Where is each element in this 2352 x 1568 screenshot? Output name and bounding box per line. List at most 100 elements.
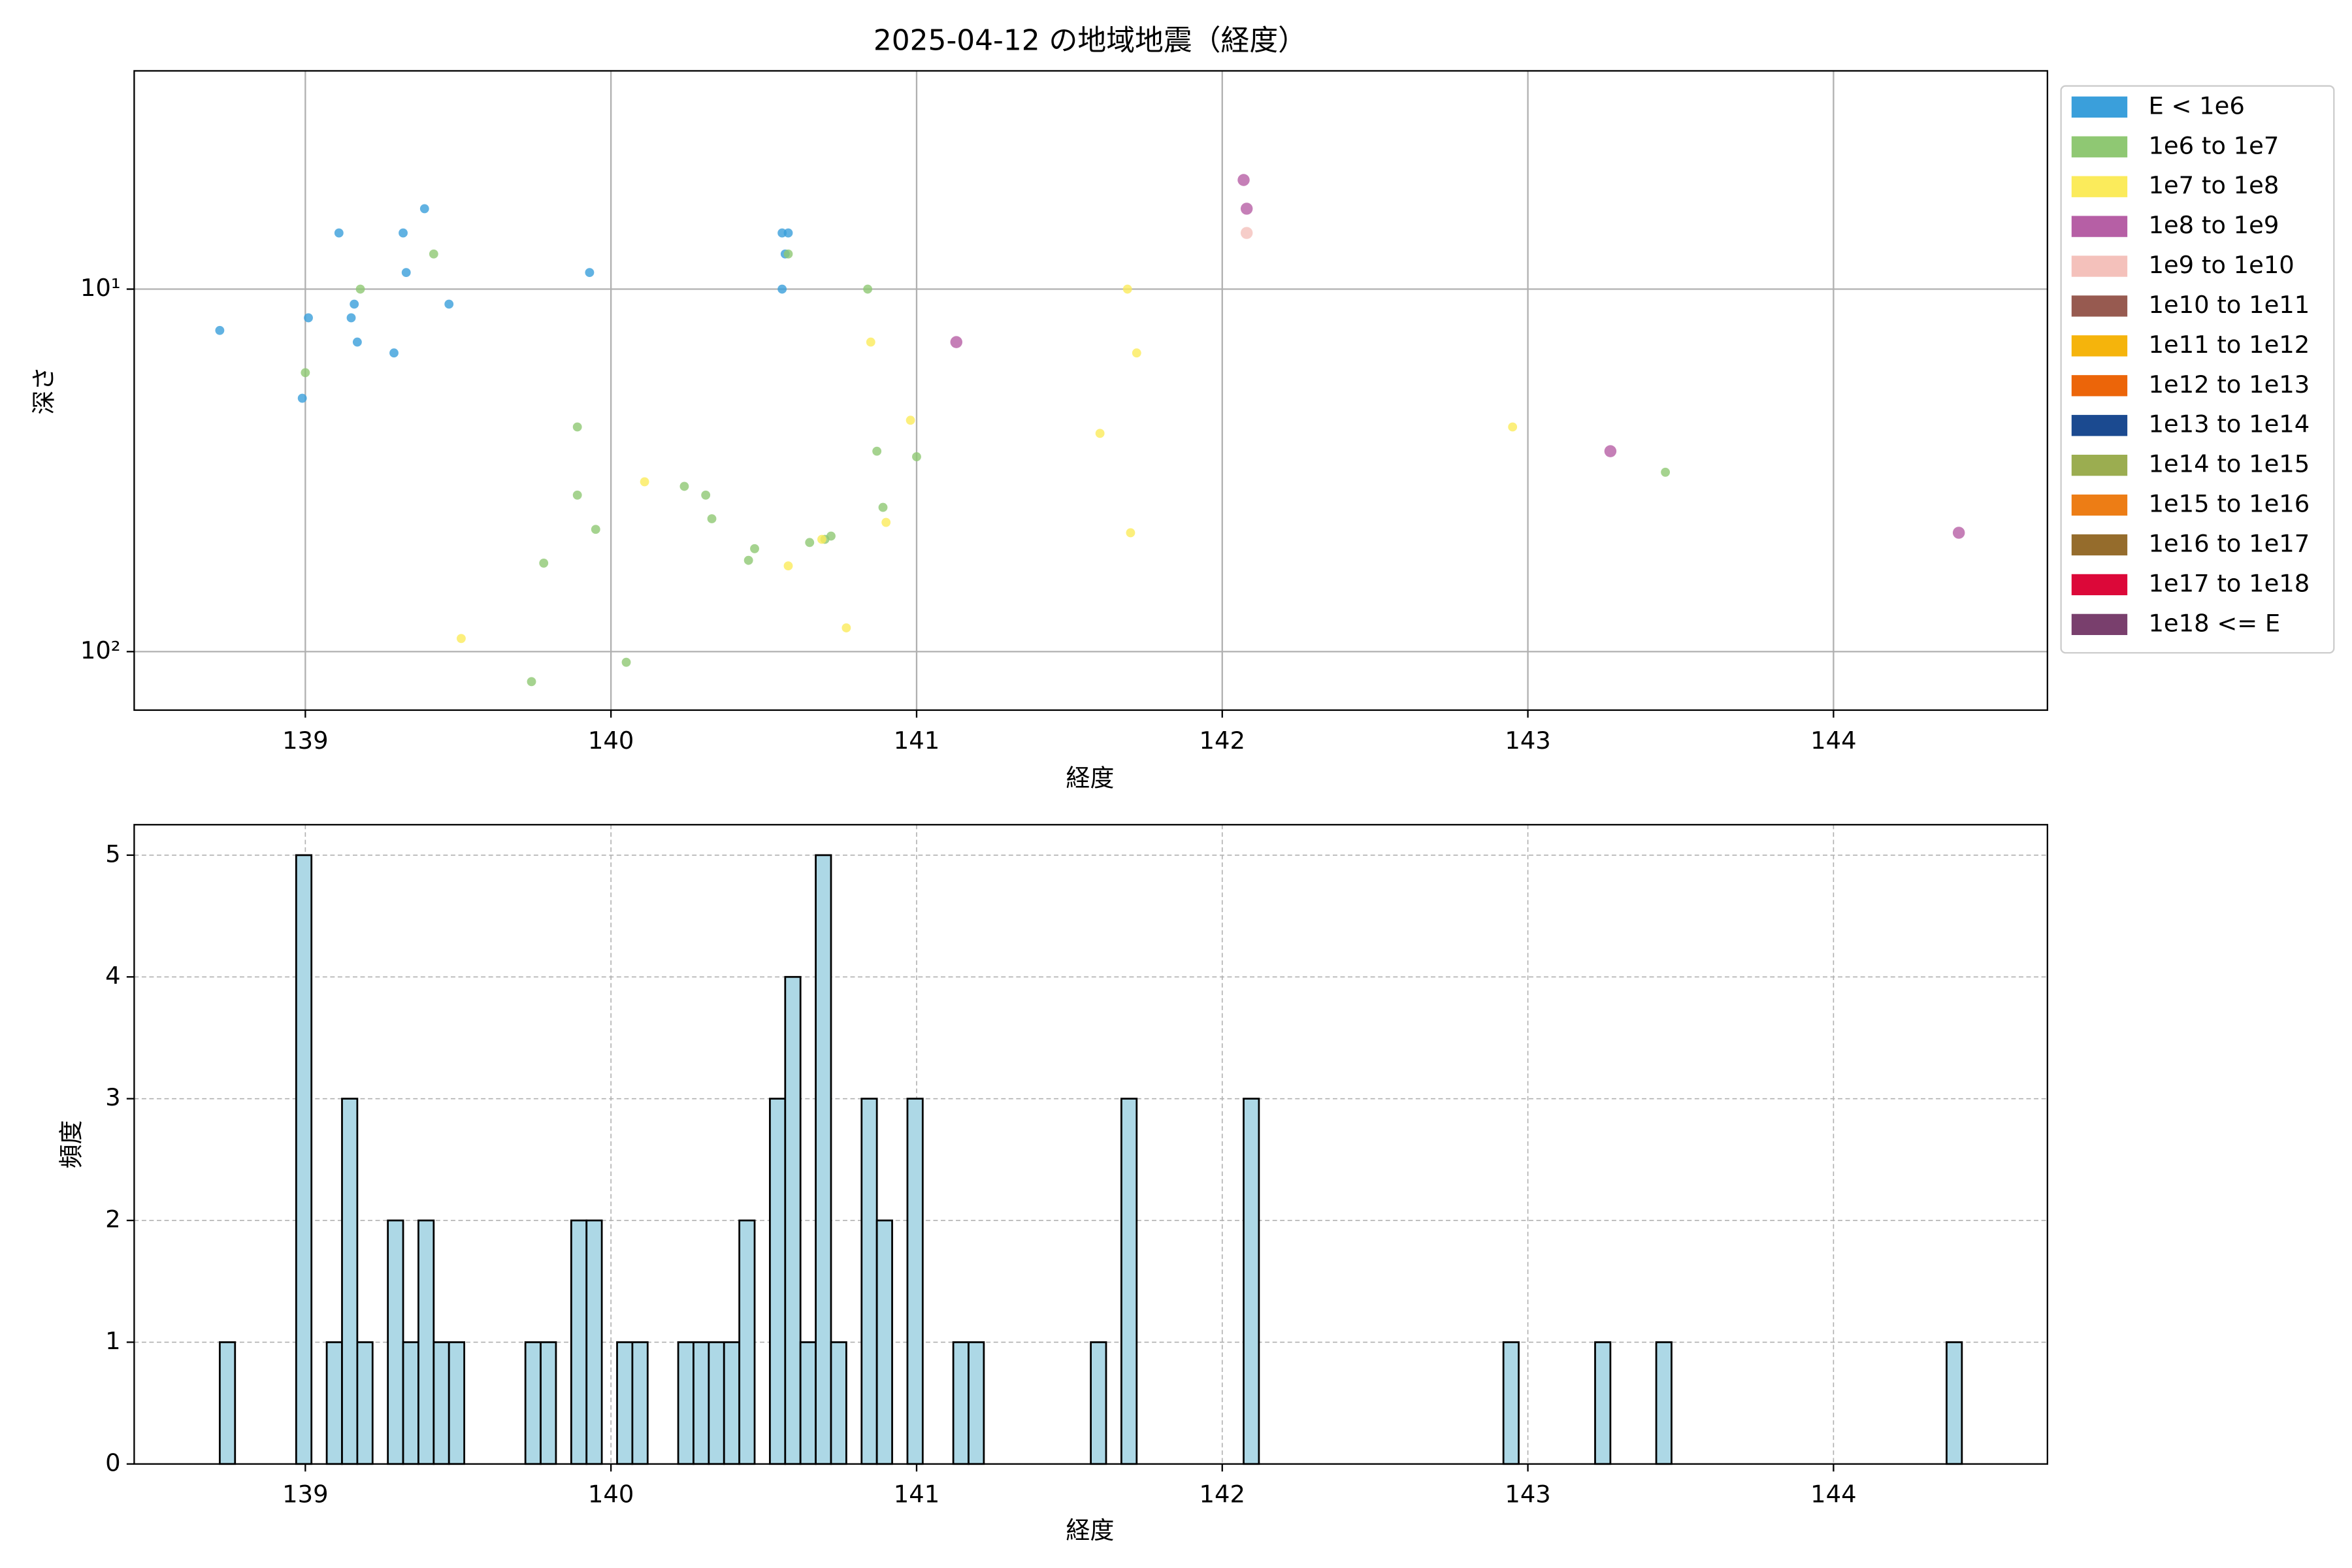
data-point	[783, 561, 793, 571]
histogram-bar	[738, 1219, 756, 1465]
data-point	[743, 555, 753, 565]
legend-swatch	[2071, 335, 2128, 357]
data-point	[777, 284, 787, 294]
data-point	[429, 249, 438, 259]
data-point	[585, 268, 595, 278]
histogram-bar	[387, 1219, 404, 1465]
data-point	[841, 623, 851, 632]
legend-label: 1e17 to 1e18	[2148, 569, 2310, 597]
x-tick-label: 140	[588, 1480, 634, 1509]
legend-swatch	[2071, 176, 2128, 197]
y-tick-label: 10¹	[80, 274, 121, 302]
histogram-bar	[968, 1341, 985, 1465]
histogram-bar	[1655, 1341, 1673, 1465]
x-tick-label: 139	[282, 727, 328, 755]
histogram-bar	[325, 1341, 343, 1465]
x-tick-label: 142	[1200, 1480, 1245, 1509]
histogram-bar	[433, 1341, 450, 1465]
scatter-plot: 139 140 141 142 143 144 10¹ 10² E < 1e6 1e6 to 1e…	[80, 70, 2335, 755]
data-point	[572, 422, 582, 432]
y-tick-label: 10²	[80, 636, 121, 664]
histogram-bar	[1243, 1098, 1260, 1465]
histogram-bar	[524, 1341, 542, 1465]
data-point	[826, 531, 836, 541]
data-point	[1237, 174, 1250, 186]
data-point	[863, 284, 873, 294]
data-point	[950, 336, 963, 348]
data-point	[783, 228, 793, 238]
y-axis-label: 深さ	[30, 367, 58, 415]
data-point	[399, 228, 408, 238]
data-point	[1126, 528, 1135, 538]
data-point	[444, 299, 454, 309]
data-point	[572, 490, 582, 500]
histogram-bar	[218, 1341, 237, 1465]
data-point	[1132, 348, 1141, 358]
data-point	[872, 446, 882, 456]
data-point	[817, 534, 826, 544]
legend-label: 1e12 to 1e13	[2148, 370, 2310, 399]
y-tick-label: 5	[105, 840, 120, 868]
histogram-bar	[631, 1341, 649, 1465]
y-tick-label: 1	[105, 1327, 120, 1355]
data-point	[1952, 527, 1965, 539]
legend-swatch	[2071, 216, 2128, 237]
histogram-bar	[830, 1341, 847, 1465]
x-tick-label: 141	[894, 727, 939, 755]
data-point	[301, 368, 310, 378]
legend-swatch	[2071, 375, 2128, 397]
data-point	[805, 538, 815, 547]
data-point	[1240, 227, 1253, 239]
x-tick-label: 140	[588, 727, 634, 755]
histogram-bar	[1120, 1098, 1138, 1465]
data-point	[906, 416, 915, 425]
x-tick-label: 142	[1200, 727, 1245, 755]
legend-swatch	[2071, 96, 2128, 118]
histogram-bar	[402, 1341, 419, 1465]
histogram-bar	[723, 1341, 741, 1465]
legend-swatch	[2071, 534, 2128, 556]
histogram-bar	[784, 975, 802, 1465]
histogram-bar	[693, 1341, 710, 1465]
x-tick-label: 139	[282, 1480, 328, 1509]
legend-label: 1e10 to 1e11	[2148, 291, 2310, 319]
legend-swatch	[2071, 415, 2128, 436]
data-point	[457, 634, 466, 644]
x-axis-label: 経度	[1066, 1516, 1115, 1544]
x-tick-label: 143	[1505, 1480, 1550, 1509]
x-tick-label: 143	[1505, 727, 1550, 755]
data-point	[701, 490, 711, 500]
histogram-bar	[708, 1341, 725, 1465]
data-point	[215, 325, 225, 335]
data-point	[334, 228, 344, 238]
histogram-bar	[875, 1219, 893, 1465]
legend-label: 1e18 <= E	[2148, 609, 2280, 637]
data-point	[1240, 203, 1253, 215]
data-point	[355, 284, 365, 294]
y-tick-label: 2	[105, 1205, 120, 1233]
data-point	[419, 204, 429, 214]
legend-label: E < 1e6	[2148, 91, 2244, 120]
y-tick-label: 3	[105, 1083, 120, 1111]
histogram-bar	[585, 1219, 603, 1465]
histogram-bar	[815, 854, 832, 1465]
chart-title: 2025-04-12 の地域地震（経度）	[874, 24, 1307, 57]
data-point	[346, 313, 356, 323]
data-point	[304, 313, 313, 323]
histogram-bar	[341, 1098, 359, 1465]
data-point	[750, 544, 759, 553]
legend-swatch	[2071, 295, 2128, 317]
histogram-bar	[1090, 1341, 1107, 1465]
data-point	[679, 482, 689, 491]
data-point	[1604, 445, 1617, 457]
x-tick-label: 141	[894, 1480, 939, 1509]
data-point	[389, 348, 399, 358]
legend-label: 1e8 to 1e9	[2148, 211, 2279, 239]
plot-frame	[133, 824, 2048, 1465]
histogram-bar	[799, 1341, 817, 1465]
data-point	[783, 249, 793, 259]
data-point	[1095, 429, 1105, 438]
histogram-bar	[616, 1341, 634, 1465]
